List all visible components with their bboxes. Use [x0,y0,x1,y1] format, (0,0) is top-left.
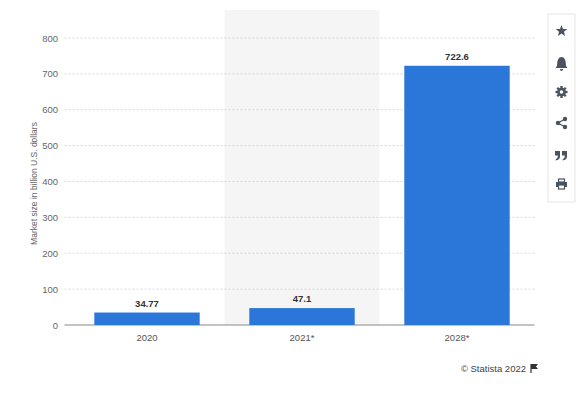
bell-icon[interactable] [556,57,568,71]
x-tick-label: 2021* [290,332,315,343]
highlight-band [225,10,380,325]
y-tick-label: 100 [42,284,58,295]
toolbar-panel [548,14,575,202]
y-tick-label: 700 [42,68,58,79]
cite-icon[interactable] [555,151,567,161]
toolbar [548,14,575,202]
bar [404,66,509,325]
bars [94,66,509,325]
bar [249,308,354,325]
y-tick-label: 0 [53,320,58,331]
source: © Statista 2022 [461,363,526,374]
data-label: 722.6 [445,51,469,62]
chart-root: 0 100 200 300 400 500 600 700 800 34.77 47.1 722.6 2… [0,0,583,393]
x-tick-label: 2020 [136,332,157,343]
y-tick-label: 400 [42,176,58,187]
data-label: 47.1 [293,293,312,304]
grid-line [65,38,535,39]
gear-icon[interactable] [556,86,568,98]
star-icon[interactable] [556,25,567,36]
x-tick-label: 2028* [445,332,470,343]
bar [94,313,199,325]
data-label: 34.77 [135,298,159,309]
y-ticks: 0 100 200 300 400 500 600 700 800 [42,33,534,331]
y-tick-label: 200 [42,248,58,259]
y-tick-label: 300 [42,212,58,223]
y-tick-label: 600 [42,104,58,115]
data-labels: 34.77 47.1 722.6 [135,51,469,309]
share-icon[interactable] [556,117,567,129]
y-tick-label: 500 [42,140,58,151]
print-icon[interactable] [556,179,567,189]
y-axis-label: Market size in billion U.S. dollars [29,122,39,245]
chart-svg: 0 100 200 300 400 500 600 700 800 34.77 47.1 722.6 2… [0,0,583,393]
flag-icon [531,364,538,373]
y-tick-label: 800 [42,33,58,44]
